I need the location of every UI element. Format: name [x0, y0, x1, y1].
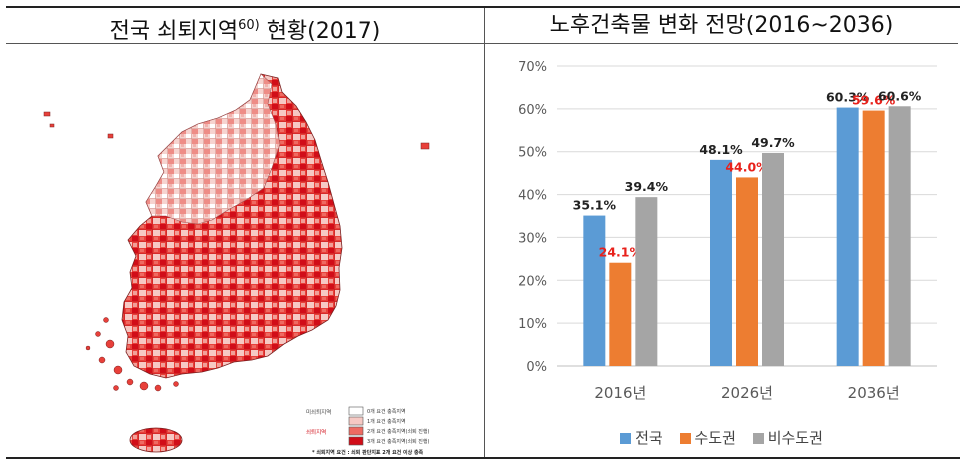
- data-label: 44.0%: [725, 159, 769, 174]
- legend-swatch-capital: [679, 433, 691, 444]
- legend-swatch-2: [348, 426, 364, 436]
- southwest-islands: [85, 317, 179, 392]
- chart-legend: 전국 수도권 비수도권: [485, 427, 958, 448]
- bar: [710, 159, 732, 366]
- legend-label-3: 3개 요건 충족지역(쇠퇴 진행): [367, 438, 430, 445]
- legend-swatch-3: [348, 436, 364, 446]
- y-tick-label: 70%: [518, 60, 547, 75]
- data-label: 59.6%: [852, 93, 896, 108]
- bar: [888, 106, 911, 367]
- legend-swatch-national: [620, 433, 632, 444]
- panel-divider: [484, 8, 485, 457]
- legend-swatch-1: [348, 416, 364, 426]
- data-label: 48.1%: [699, 142, 743, 157]
- y-tick-label: 60%: [518, 103, 547, 118]
- legend-label-national: 전국: [635, 429, 663, 447]
- legend-swatch-non-capital: [752, 433, 764, 444]
- y-tick-label: 0%: [526, 360, 547, 375]
- decline-map-panel: 미쇠퇴지역 쇠퇴지역 0개 요건 충족지역 1개 요건 충족지역 2개 요건 충…: [6, 44, 484, 457]
- y-tick-label: 50%: [518, 146, 547, 161]
- legend-label-0: 0개 요건 충족지역: [367, 408, 406, 415]
- left-title-footnote-ref: 60): [238, 18, 260, 33]
- legend-item-1: 수도권: [679, 427, 736, 448]
- bar: [736, 177, 758, 366]
- legend-label-2: 2개 요건 충족지역(쇠퇴 진행): [367, 428, 430, 435]
- map-legend: 미쇠퇴지역 쇠퇴지역 0개 요건 충족지역 1개 요건 충족지역 2개 요건 충…: [306, 406, 430, 456]
- jeju-island: [129, 427, 183, 453]
- y-tick-label: 20%: [518, 274, 547, 289]
- bar: [635, 197, 658, 366]
- x-tick-label: 2016년: [594, 384, 646, 402]
- data-label: 24.1%: [599, 245, 643, 260]
- bar: [762, 153, 784, 366]
- legend-group-non-decline: 미쇠퇴지역: [306, 408, 331, 416]
- legend-item-2: 비수도권: [752, 427, 823, 448]
- outlying-islands: [43, 111, 430, 150]
- legend-footnote: * 쇠퇴지역 요건 : 쇠퇴 판단지표 2개 요건 이상 충족: [312, 449, 424, 456]
- legend-swatch-0: [348, 406, 364, 416]
- legend-label-non-capital: 비수도권: [767, 429, 823, 447]
- data-label: 35.1%: [573, 198, 617, 213]
- legend-item-0: 전국: [620, 427, 663, 448]
- legend-group-decline: 쇠퇴지역: [306, 428, 326, 436]
- chart-panel: 0% 10% 20% 30% 40% 50% 60% 70% 35.1% 24.1% 39.4% 20…: [485, 44, 958, 457]
- figure-frame: 전국 쇠퇴지역60) 현황(2017) 노후건축물 변화 전망(2016~203…: [6, 6, 960, 459]
- bar: [609, 262, 632, 366]
- legend-label-capital: 수도권: [694, 429, 736, 447]
- bar: [862, 110, 885, 366]
- left-title-tail: 현황(2017): [259, 19, 381, 44]
- bar: [836, 107, 859, 367]
- bar-chart: 0% 10% 20% 30% 40% 50% 60% 70% 35.1% 24.1% 39.4% 20…: [518, 60, 937, 402]
- x-tick-label: 2026년: [721, 384, 773, 402]
- data-label: 49.7%: [751, 135, 795, 150]
- capital-region-area: [145, 73, 281, 225]
- right-panel-title: 노후건축물 변화 전망(2016~2036): [485, 8, 958, 44]
- legend-label-1: 1개 요건 충족지역: [367, 418, 406, 425]
- y-tick-label: 10%: [518, 317, 547, 332]
- data-label: 39.4%: [625, 179, 669, 194]
- left-panel-title: 전국 쇠퇴지역60) 현황(2017): [6, 8, 484, 44]
- y-tick-label: 40%: [518, 189, 547, 204]
- decline-map: 미쇠퇴지역 쇠퇴지역 0개 요건 충족지역 1개 요건 충족지역 2개 요건 충…: [43, 73, 430, 456]
- bar: [583, 215, 606, 366]
- left-title-main: 전국 쇠퇴지역: [109, 19, 239, 44]
- data-label: 60.3%: [826, 90, 870, 105]
- data-label: 60.6%: [878, 88, 922, 103]
- x-tick-label: 2036년: [848, 384, 900, 402]
- y-tick-label: 30%: [518, 231, 547, 246]
